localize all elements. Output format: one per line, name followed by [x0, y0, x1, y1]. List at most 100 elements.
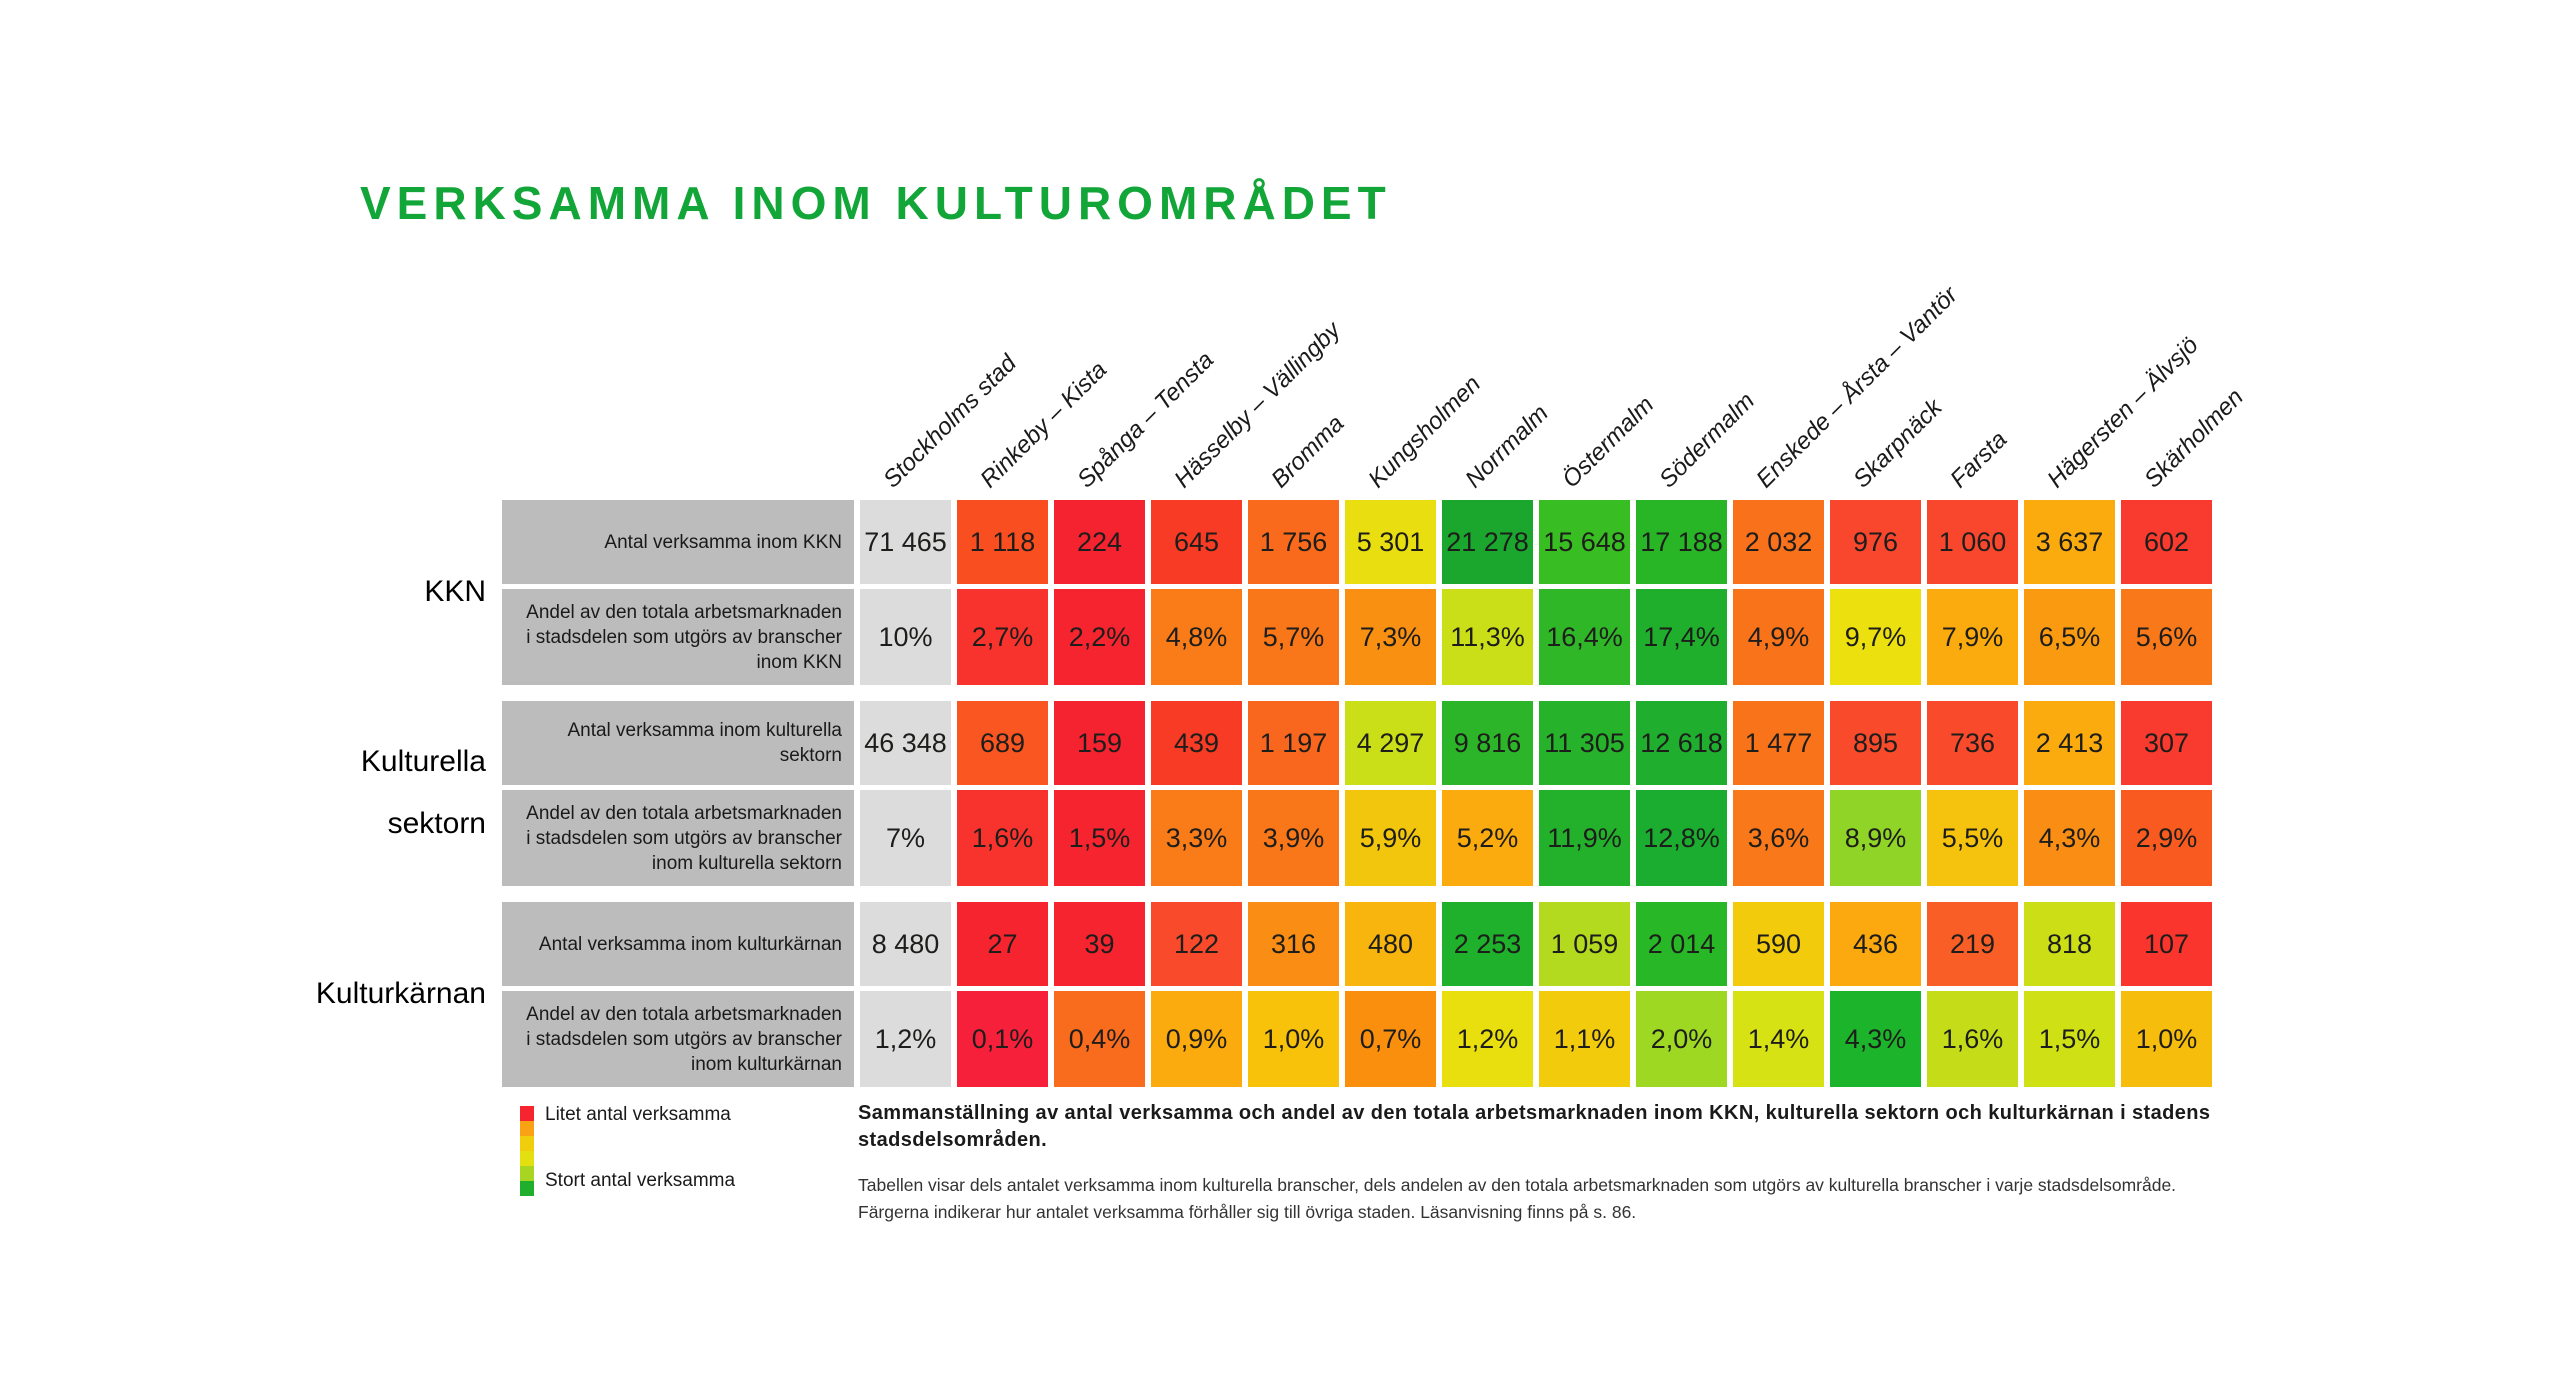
heatmap-cell: 1,4% — [1733, 991, 1824, 1087]
heatmap-cell: 159 — [1054, 701, 1145, 785]
row-label: Antal verksamma inom kulturella sektorn — [502, 701, 854, 785]
heatmap-cell: 1,6% — [957, 790, 1048, 886]
heatmap-cell: 590 — [1733, 902, 1824, 986]
heatmap-cell: 1 060 — [1927, 500, 2018, 584]
heatmap-cell: 4 297 — [1345, 701, 1436, 785]
baseline-cell: 8 480 — [860, 902, 951, 986]
heatmap-cell: 436 — [1830, 902, 1921, 986]
heatmap-cell: 17 188 — [1636, 500, 1727, 584]
heatmap-cell: 689 — [957, 701, 1048, 785]
heatmap-cell: 16,4% — [1539, 589, 1630, 685]
heatmap-table: Antal verksamma inom KKN 71 465 1 118 224 64… — [502, 500, 2212, 1087]
baseline-cell: 71 465 — [860, 500, 951, 584]
heatmap-cell: 1 059 — [1539, 902, 1630, 986]
column-header: Östermalm — [1557, 391, 1660, 494]
heatmap-cell: 4,8% — [1151, 589, 1242, 685]
heatmap-cell: 2,0% — [1636, 991, 1727, 1087]
heatmap-cell: 2 253 — [1442, 902, 1533, 986]
heatmap-cell: 976 — [1830, 500, 1921, 584]
row-label: Andel av den totala arbetsmarknaden i st… — [502, 991, 854, 1087]
baseline-cell: 1,2% — [860, 991, 951, 1087]
heatmap-cell: 219 — [1927, 902, 2018, 986]
heatmap-cell: 2 032 — [1733, 500, 1824, 584]
legend-gradient-step — [520, 1151, 534, 1166]
heatmap-cell: 2 014 — [1636, 902, 1727, 986]
heatmap-cell: 5,9% — [1345, 790, 1436, 886]
caption-heading: Sammanställning av antal verksamma och a… — [858, 1102, 2211, 1151]
heatmap-cell: 2,2% — [1054, 589, 1145, 685]
heatmap-cell: 1,5% — [1054, 790, 1145, 886]
heatmap-cell: 439 — [1151, 701, 1242, 785]
heatmap-cell: 5,2% — [1442, 790, 1533, 886]
column-header: Enskede – Årsta – Vantör — [1751, 281, 1964, 494]
heatmap-cell: 17,4% — [1636, 589, 1727, 685]
heatmap-cell: 3 637 — [2024, 500, 2115, 584]
heatmap-cell: 645 — [1151, 500, 1242, 584]
heatmap-cell: 224 — [1054, 500, 1145, 584]
heatmap-cell: 12,8% — [1636, 790, 1727, 886]
heatmap-cell: 107 — [2121, 902, 2212, 986]
section-label: Kulturkärnan — [315, 977, 486, 1010]
row-label: Andel av den totala arbetsmarknaden i st… — [502, 790, 854, 886]
heatmap-cell: 1,5% — [2024, 991, 2115, 1087]
legend-gradient-step — [520, 1121, 534, 1136]
row-label: Antal verksamma inom kulturkärnan — [502, 902, 854, 986]
column-header: Norrmalm — [1460, 399, 1554, 494]
baseline-cell: 10% — [860, 589, 951, 685]
heatmap-cell: 15 648 — [1539, 500, 1630, 584]
column-header: Skarpnäck — [1848, 394, 1948, 494]
caption-body-line2: Färgerna indikerar hur antalet verksamma… — [858, 1202, 1637, 1222]
heatmap-cell: 0,1% — [957, 991, 1048, 1087]
heatmap-cell: 0,9% — [1151, 991, 1242, 1087]
heatmap-cell: 1,1% — [1539, 991, 1630, 1087]
table-section: Antal verksamma inom kulturella sektorn 4… — [502, 701, 2212, 886]
heatmap-cell: 0,4% — [1054, 991, 1145, 1087]
heatmap-cell: 2 413 — [2024, 701, 2115, 785]
heatmap-cell: 602 — [2121, 500, 2212, 584]
heatmap-cell: 480 — [1345, 902, 1436, 986]
heatmap-cell: 5,5% — [1927, 790, 2018, 886]
heatmap-cell: 9,7% — [1830, 589, 1921, 685]
legend-high-label: Stort antal verksamma — [545, 1170, 736, 1191]
heatmap-cell: 0,7% — [1345, 991, 1436, 1087]
heatmap-cell: 895 — [1830, 701, 1921, 785]
heatmap-cell: 27 — [957, 902, 1048, 986]
legend-gradient-step — [520, 1136, 534, 1151]
legend-gradient-step — [520, 1181, 534, 1196]
heatmap-cell: 122 — [1151, 902, 1242, 986]
heatmap-cell: 1 197 — [1248, 701, 1339, 785]
heatmap-cell: 1,2% — [1442, 991, 1533, 1087]
section-label: KKN — [424, 575, 486, 608]
legend-low-label: Litet antal verksamma — [545, 1104, 731, 1125]
heatmap-cell: 1,0% — [1248, 991, 1339, 1087]
column-header: Hässelby – Vällingby — [1169, 316, 1346, 494]
heatmap-cell: 21 278 — [1442, 500, 1533, 584]
heatmap-cell: 4,3% — [1830, 991, 1921, 1087]
heatmap-cell: 4,3% — [2024, 790, 2115, 886]
heatmap-cell: 3,3% — [1151, 790, 1242, 886]
section-label: Kulturella sektorn — [360, 745, 486, 840]
heatmap-cell: 11,9% — [1539, 790, 1630, 886]
heatmap-cell: 2,9% — [2121, 790, 2212, 886]
heatmap-cell: 9 816 — [1442, 701, 1533, 785]
heatmap-cell: 5,7% — [1248, 589, 1339, 685]
heatmap-cell: 5 301 — [1345, 500, 1436, 584]
baseline-cell: 46 348 — [860, 701, 951, 785]
row-label: Andel av den totala arbetsmarknaden i st… — [502, 589, 854, 685]
heatmap-cell: 1 477 — [1733, 701, 1824, 785]
heatmap-cell: 818 — [2024, 902, 2115, 986]
heatmap-cell: 7,9% — [1927, 589, 2018, 685]
column-header: Bromma — [1266, 410, 1350, 494]
chart-title: VERKSAMMA INOM KULTUROMRÅDET — [360, 177, 1392, 229]
heatmap-cell: 2,7% — [957, 589, 1048, 685]
heatmap-cell: 7,3% — [1345, 589, 1436, 685]
column-header: Farsta — [1945, 426, 2013, 494]
heatmap-cell: 12 618 — [1636, 701, 1727, 785]
row-label: Antal verksamma inom KKN — [502, 500, 854, 584]
baseline-cell: 7% — [860, 790, 951, 886]
heatmap-cell: 3,6% — [1733, 790, 1824, 886]
legend-gradient-step — [520, 1166, 534, 1181]
heatmap-cell: 316 — [1248, 902, 1339, 986]
heatmap-cell: 3,9% — [1248, 790, 1339, 886]
